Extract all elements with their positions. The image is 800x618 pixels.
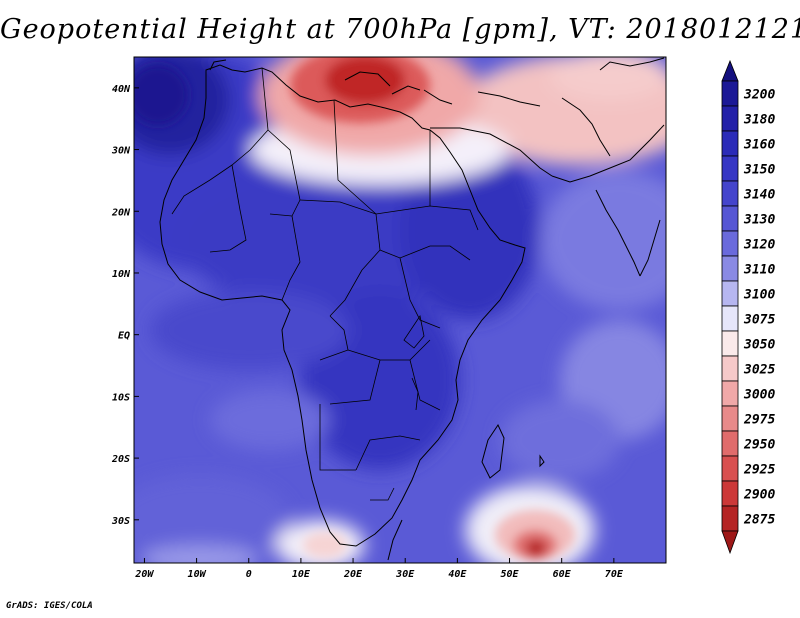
colorbar-label: 2900 — [743, 488, 775, 503]
colorbar-label: 3160 — [743, 138, 775, 153]
colorbar-label: 3180 — [743, 113, 775, 128]
lon-tick-label: 20E — [343, 569, 363, 580]
colorbar-label: 2975 — [743, 413, 775, 428]
colorbar-swatch — [721, 105, 739, 132]
colorbar-swatch — [721, 130, 739, 157]
colorbar-swatch — [721, 230, 739, 257]
colorbar-label: 3130 — [743, 213, 775, 228]
colorbar-bottom-cap — [721, 530, 739, 555]
colorbar-label: 3120 — [743, 238, 775, 253]
colorbar-label: 3100 — [743, 288, 775, 303]
software-credit: GrADS: IGES/COLA — [6, 601, 93, 611]
lon-tick-label: 40E — [448, 569, 467, 580]
lat-tick-label: 20N — [111, 207, 131, 218]
lat-tick-label: 10N — [112, 269, 131, 280]
lon-tick-label: 0 — [246, 569, 252, 580]
colorbar-top-cap — [721, 59, 739, 82]
lon-tick-label: 20W — [134, 569, 154, 580]
colorbar-swatch — [721, 355, 739, 382]
height-field — [134, 57, 666, 563]
colorbar-swatch — [721, 330, 739, 357]
axis-ticks: 20W 10W 0 10E 20E 30E 40E 50E 60E 70E 40N 30N 20N 10N… — [111, 84, 624, 580]
colorbar-label: 3000 — [743, 388, 775, 403]
colorbar-swatch — [721, 380, 739, 407]
colorbar-swatch — [721, 305, 739, 332]
colorbar-label: 3075 — [743, 313, 775, 328]
colorbar-swatch — [721, 155, 739, 182]
colorbar-swatch — [721, 505, 739, 532]
colorbar-label: 3150 — [743, 163, 775, 178]
colorbar-swatch — [721, 80, 739, 107]
lat-tick-label: 30N — [111, 146, 131, 157]
lon-tick-label: 30E — [395, 569, 415, 580]
country-borders — [171, 67, 479, 501]
colorbar-swatch — [721, 430, 739, 457]
colorbar-label: 2925 — [743, 463, 775, 478]
lat-tick-label: EQ — [118, 331, 130, 342]
colorbar-swatch — [721, 480, 739, 507]
colorbar-swatch — [721, 180, 739, 207]
colorbar-swatch — [721, 405, 739, 432]
colorbar-swatch — [721, 455, 739, 482]
colorbar-label: 2875 — [743, 513, 775, 528]
colorbar-swatch — [721, 255, 739, 282]
lat-tick-label: 30S — [111, 516, 130, 527]
coastlines — [159, 57, 665, 561]
colorbar: 3200 3180 3160 3150 3140 3130 3120 3110 3100 3075… — [721, 59, 775, 555]
lat-tick-label: 10S — [112, 392, 130, 403]
lon-tick-label: 10E — [292, 569, 311, 580]
lat-tick-label: 20S — [111, 454, 130, 465]
lon-tick-label: 70E — [605, 569, 624, 580]
map-title: Geopotential Height at 700hPa [gpm], VT:… — [0, 14, 800, 45]
colorbar-label: 3140 — [743, 188, 775, 203]
colorbar-label: 3050 — [743, 338, 775, 353]
lat-tick-label: 40N — [112, 84, 131, 95]
lon-tick-label: 60E — [553, 569, 572, 580]
colorbar-label: 3025 — [743, 363, 775, 378]
colorbar-swatch — [721, 280, 739, 307]
lon-tick-label: 50E — [500, 569, 519, 580]
colorbar-swatch — [721, 205, 739, 232]
colorbar-label: 2950 — [743, 438, 775, 453]
colorbar-label: 3200 — [743, 88, 775, 103]
lon-tick-label: 10W — [188, 569, 207, 580]
colorbar-label: 3110 — [743, 263, 775, 278]
plot-frame — [133, 56, 667, 564]
